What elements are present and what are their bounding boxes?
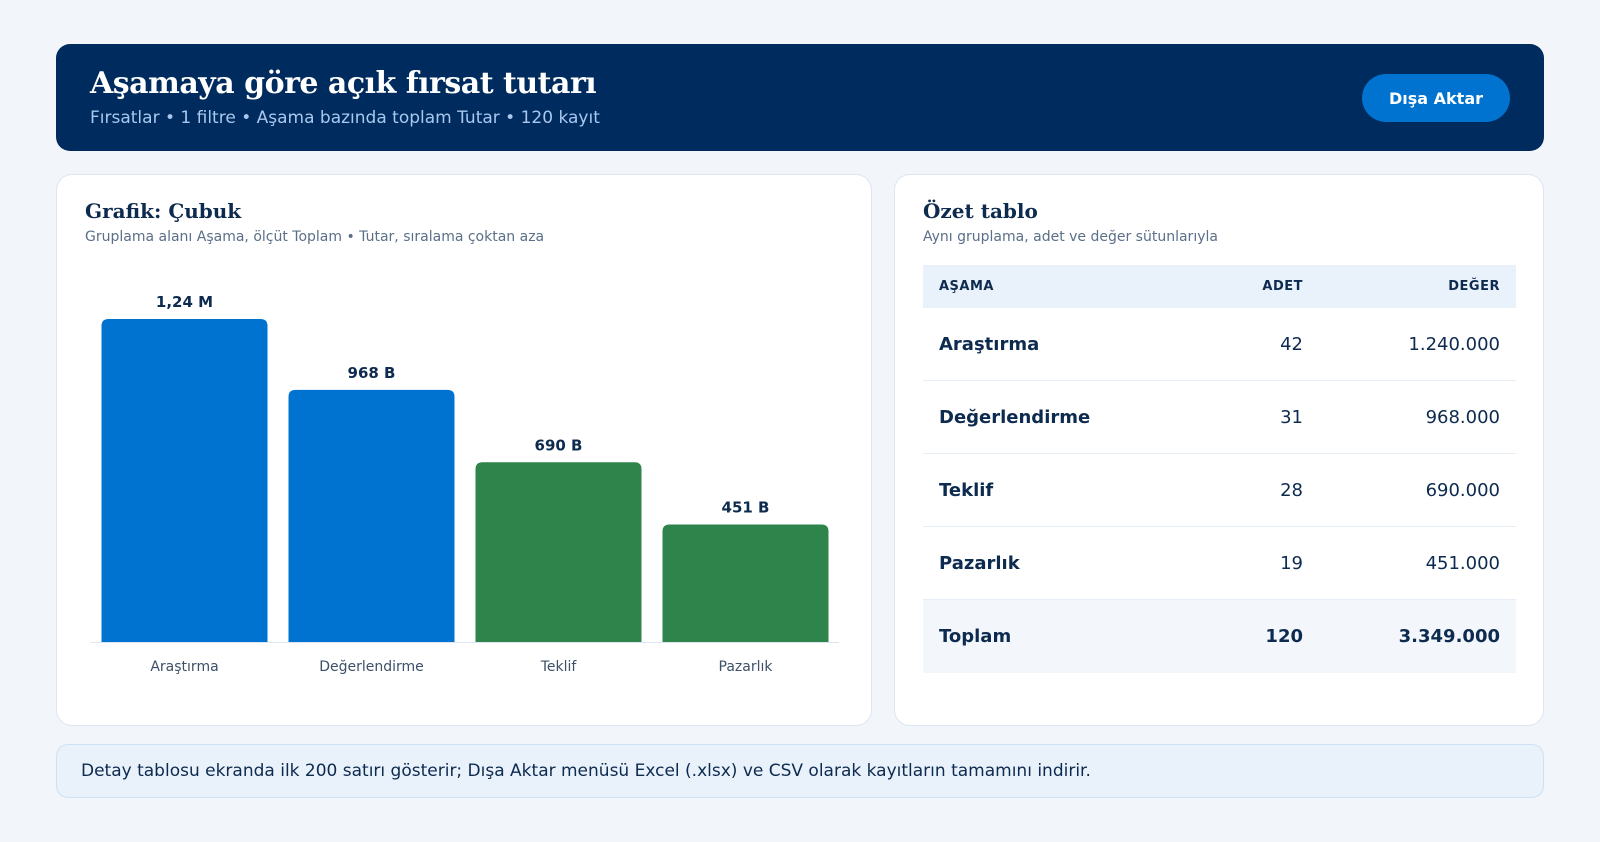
cell-count: 31 [1280,406,1303,428]
cell-count: 19 [1280,552,1303,574]
bar-value-label: 1,24 M [156,293,213,311]
cell-count: 42 [1280,333,1303,355]
export-button[interactable]: Dışa Aktar [1362,74,1510,122]
cell-stage: Teklif [939,479,994,501]
cell-stage: Araştırma [939,333,1040,355]
bar-chart: 1,24 M Araştırma 968 B Değerlendirme 690 B Te… [91,293,839,675]
bar-4[interactable] [662,524,829,642]
total-value: 3.349.000 [1398,626,1500,647]
table-row[interactable]: Teklif 28 690.000 [923,454,1516,527]
column-header-stage[interactable]: AŞAMA [939,279,994,294]
category-label: Teklif [540,659,578,675]
bar-3[interactable] [475,462,642,642]
table-row[interactable]: Araştırma 42 1.240.000 [923,308,1516,381]
summary-table: AŞAMA ADET DEĞER Araştırma 42 1.240.000 … [923,265,1516,673]
chart-card: Grafik: Çubuk Gruplama alanı Aşama, ölçü… [56,174,872,726]
bar-value-label: 451 B [722,499,770,517]
column-header-count[interactable]: ADET [1262,279,1303,294]
page-subtitle: Fırsatlar • 1 filtre • Aşama bazında top… [90,108,600,128]
table-header-row: AŞAMA ADET DEĞER [923,265,1516,308]
bar-value-label: 690 B [535,436,583,454]
cell-stage: Değerlendirme [939,406,1091,428]
cell-value: 451.000 [1425,552,1500,574]
summary-table-card: Özet tablo Aynı gruplama, adet ve değer … [894,174,1544,726]
total-label: Toplam [939,626,1012,647]
table-card-title: Özet tablo [923,199,1038,223]
table-card-subtitle: Aynı gruplama, adet ve değer sütunlarıyl… [923,229,1218,245]
column-header-value[interactable]: DEĞER [1448,279,1500,294]
category-label: Araştırma [150,659,218,675]
cell-value: 968.000 [1425,406,1500,428]
table-row[interactable]: Değerlendirme 31 968.000 [923,381,1516,454]
info-note: Detay tablosu ekranda ilk 200 satırı gös… [56,744,1544,798]
bar-value-label: 968 B [348,364,396,382]
cell-count: 28 [1280,479,1303,501]
cell-stage: Pazarlık [939,552,1020,574]
bar-2[interactable] [288,389,455,642]
chart-card-title: Grafik: Çubuk [85,199,242,223]
category-label: Pazarlık [719,659,774,675]
total-count: 120 [1265,626,1303,647]
cell-value: 1.240.000 [1408,333,1500,355]
table-total-row: Toplam 120 3.349.000 [923,600,1516,673]
bar-1[interactable] [101,319,268,642]
page-title: Aşamaya göre açık fırsat tutarı [90,66,597,101]
category-label: Değerlendirme [319,659,424,675]
chart-card-subtitle: Gruplama alanı Aşama, ölçüt Toplam • Tut… [85,229,545,245]
cell-value: 690.000 [1425,479,1500,501]
table-row[interactable]: Pazarlık 19 451.000 [923,527,1516,600]
report-header: Aşamaya göre açık fırsat tutarı Fırsatla… [56,44,1544,151]
